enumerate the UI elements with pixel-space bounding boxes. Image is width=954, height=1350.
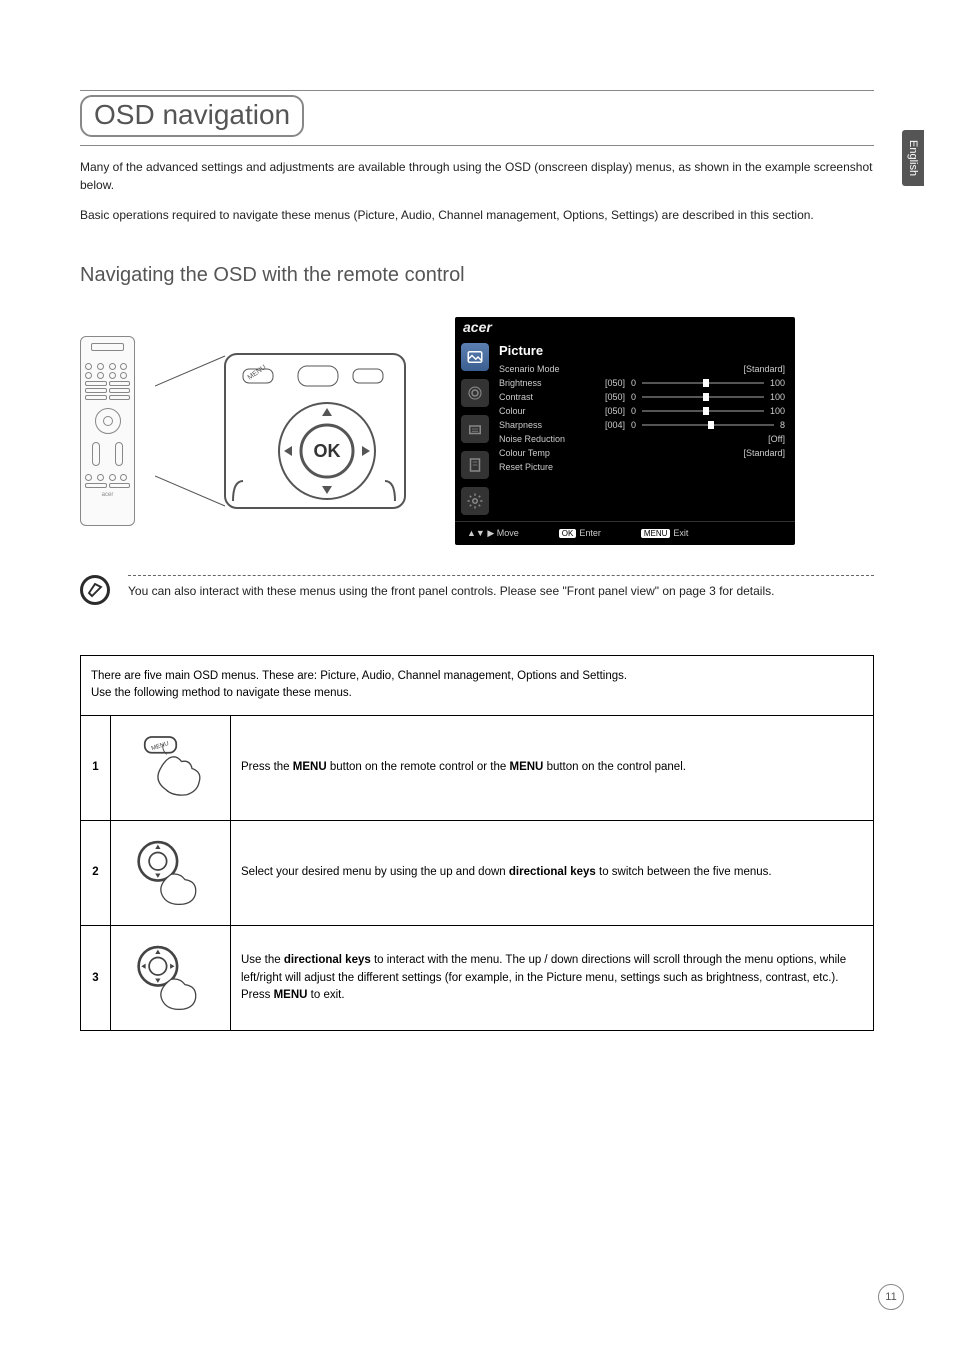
step-image: MENU xyxy=(111,715,231,820)
table-row: 3 Use the directional keys to interact w… xyxy=(81,926,874,1031)
intro-paragraph-2: Basic operations required to navigate th… xyxy=(80,206,874,224)
language-tab: English xyxy=(902,130,924,186)
hand-press-menu-icon: MENU xyxy=(126,730,216,800)
note-text: You can also interact with these menus u… xyxy=(128,575,874,600)
osd-icon-audio xyxy=(461,379,489,407)
ok-label: OK xyxy=(314,441,341,461)
figure-row: acer MENU OK xyxy=(80,317,874,545)
remote-figure: acer MENU OK xyxy=(80,336,415,526)
osd-row-noise: Noise Reduction [Off] xyxy=(499,432,785,446)
osd-row-brightness: Brightness [050] 0 100 xyxy=(499,376,785,390)
note-icon xyxy=(80,575,110,605)
osd-row-scenario: Scenario Mode [Standard] xyxy=(499,362,785,376)
step-text: Select your desired menu by using the up… xyxy=(231,820,874,925)
title-rule: OSD navigation xyxy=(80,90,874,146)
osd-row-sharpness: Sharpness [004] 0 8 xyxy=(499,418,785,432)
table-row: 1 MENU Press the MENU button on the remo… xyxy=(81,715,874,820)
osd-icon-column xyxy=(455,337,495,521)
intro-paragraph-1: Many of the advanced settings and adjust… xyxy=(80,158,874,194)
osd-icon-options xyxy=(461,451,489,479)
hand-press-dpad-icon xyxy=(126,835,216,905)
arrow-updown-icon: ▲▼ xyxy=(467,528,485,538)
step-text: Use the directional keys to interact wit… xyxy=(231,926,874,1031)
remote-callout: MENU OK xyxy=(155,346,415,516)
osd-row-reset: Reset Picture xyxy=(499,460,785,474)
page-number: 11 xyxy=(878,1284,904,1310)
step-number: 1 xyxy=(81,715,111,820)
osd-icon-settings xyxy=(461,487,489,515)
osd-brand: acer xyxy=(455,317,795,337)
step-image xyxy=(111,820,231,925)
table-row: 2 Select your desired menu by using the … xyxy=(81,820,874,925)
remote-small-outline: acer xyxy=(80,336,135,526)
step-image xyxy=(111,926,231,1031)
osd-screenshot: acer Picture xyxy=(455,317,795,545)
page-title: OSD navigation xyxy=(94,99,290,131)
hand-press-dpad-all-icon xyxy=(126,940,216,1010)
step-text: Press the MENU button on the remote cont… xyxy=(231,715,874,820)
osd-icon-channel xyxy=(461,415,489,443)
osd-row-colour: Colour [050] 0 100 xyxy=(499,404,785,418)
osd-section-title: Picture xyxy=(499,343,785,358)
subheading: Navigating the OSD with the remote contr… xyxy=(80,264,874,287)
note-row: You can also interact with these menus u… xyxy=(80,575,874,605)
table-intro: There are five main OSD menus. These are… xyxy=(81,656,874,716)
osd-footer: ▲▼ ▶ Move OKEnter MENUExit xyxy=(455,521,795,545)
title-pill: OSD navigation xyxy=(80,95,304,137)
osd-icon-picture xyxy=(461,343,489,371)
osd-row-colortemp: Colour Temp [Standard] xyxy=(499,446,785,460)
steps-table: There are five main OSD menus. These are… xyxy=(80,655,874,1031)
step-number: 3 xyxy=(81,926,111,1031)
step-number: 2 xyxy=(81,820,111,925)
osd-row-contrast: Contrast [050] 0 100 xyxy=(499,390,785,404)
